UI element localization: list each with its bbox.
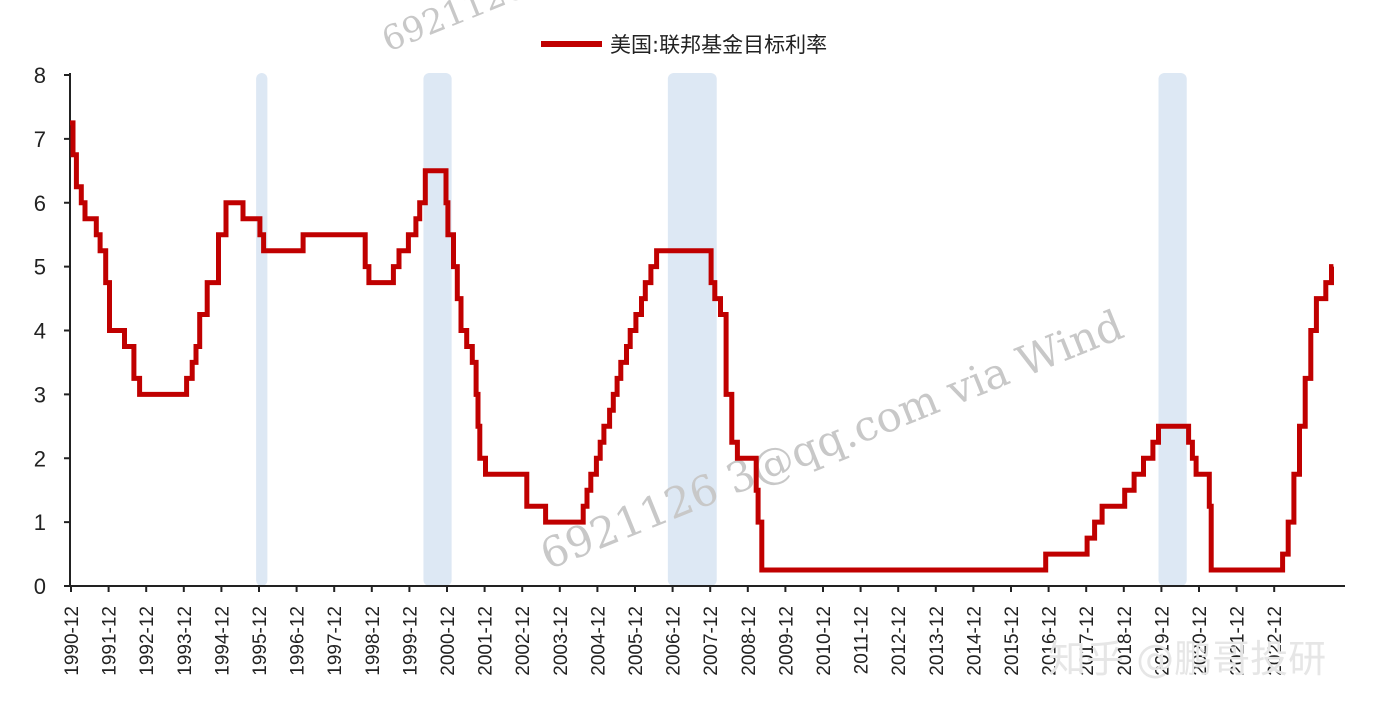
x-tick-label: 1993-12 xyxy=(175,606,196,676)
x-tick-label: 2014-12 xyxy=(964,606,985,676)
shaded-period-3 xyxy=(667,73,717,586)
x-tick-label: 1996-12 xyxy=(288,606,309,676)
x-tick-label: 2006-12 xyxy=(664,606,685,676)
series-line-1 xyxy=(70,120,1334,573)
x-tick-label: 1994-12 xyxy=(212,606,233,676)
x-tick-label: 1990-12 xyxy=(62,606,83,676)
y-tick-label: 4 xyxy=(34,319,46,344)
x-tick-label: 2000-12 xyxy=(438,606,459,676)
x-tick-label: 2010-12 xyxy=(814,606,835,676)
x-tick-label: 2007-12 xyxy=(701,606,722,676)
watermark-layer: 6921126 6921126 3@qq.com via Wind xyxy=(376,0,1130,579)
y-tick-label: 1 xyxy=(34,510,46,535)
y-tick-label: 3 xyxy=(34,382,46,407)
series-layer xyxy=(70,120,1334,573)
y-tick-label: 8 xyxy=(34,63,46,88)
x-tick-label: 2021-12 xyxy=(1228,606,1249,676)
x-tick-label: 2003-12 xyxy=(551,606,572,676)
x-tick-label: 2018-12 xyxy=(1115,606,1136,676)
x-tick-label: 2015-12 xyxy=(1002,606,1023,676)
x-tick-label: 2020-12 xyxy=(1190,606,1211,676)
y-tick-label: 2 xyxy=(34,446,46,471)
y-tick-label: 7 xyxy=(34,127,46,152)
x-tick-label: 2017-12 xyxy=(1077,606,1098,676)
watermark-middle: 6921126 3@qq.com via Wind xyxy=(533,300,1130,579)
watermark-top: 6921126 xyxy=(376,0,531,60)
x-tick-label: 1995-12 xyxy=(250,606,271,676)
y-tick-label: 5 xyxy=(34,255,46,280)
x-tick-label: 2011-12 xyxy=(852,606,873,674)
shaded-period-4 xyxy=(1158,73,1187,586)
x-tick-label: 2002-12 xyxy=(513,606,534,676)
x-tick-label: 1999-12 xyxy=(400,606,421,676)
legend: 美国:联邦基金目标利率 xyxy=(541,33,827,57)
legend-label: 美国:联邦基金目标利率 xyxy=(610,33,827,57)
x-tick-label: 2019-12 xyxy=(1152,606,1173,676)
x-tick-label: 2005-12 xyxy=(626,606,647,676)
x-tick-label: 1992-12 xyxy=(137,606,158,676)
y-tick-label: 6 xyxy=(34,191,46,216)
x-tick-label: 1997-12 xyxy=(325,606,346,676)
x-tick-label: 2013-12 xyxy=(927,606,948,676)
shaded-period-2 xyxy=(423,73,452,586)
y-axis-ticks: 0 1 2 3 4 5 6 7 8 xyxy=(34,63,70,599)
x-tick-label: 2004-12 xyxy=(588,606,609,676)
x-tick-label: 2009-12 xyxy=(776,606,797,676)
y-tick-label: 0 xyxy=(34,574,46,599)
x-tick-label: 2022-12 xyxy=(1265,606,1286,676)
x-tick-label: 2012-12 xyxy=(889,606,910,676)
x-tick-label: 2008-12 xyxy=(739,606,760,676)
watermark-brand: 知乎 @鹏哥投研 xyxy=(1048,637,1326,681)
x-axis-ticks: 1990-12 1991-12 1992-12 1993-12 1994-12 1995-… xyxy=(62,586,1286,676)
x-tick-label: 2016-12 xyxy=(1040,606,1061,676)
x-tick-label: 1991-12 xyxy=(100,606,121,676)
x-tick-label: 1998-12 xyxy=(363,606,384,676)
shaded-period-1 xyxy=(256,73,268,586)
x-tick-label: 2001-12 xyxy=(476,606,497,676)
